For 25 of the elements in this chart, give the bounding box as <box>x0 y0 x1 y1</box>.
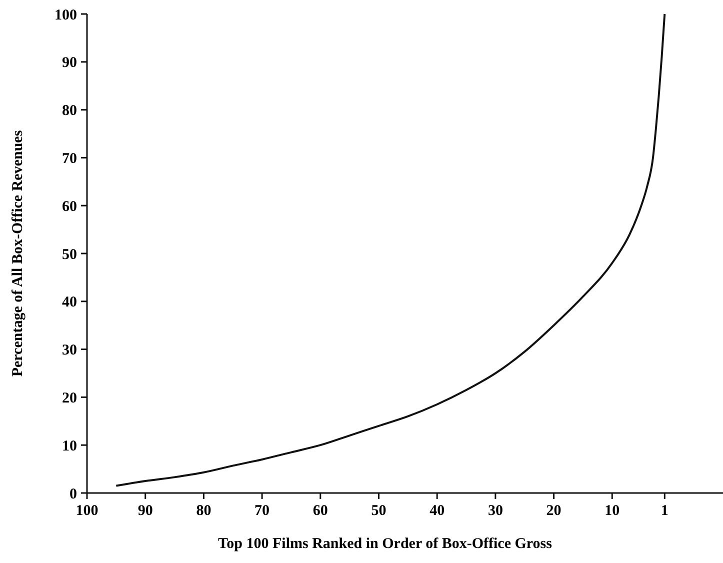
x-tick-label: 30 <box>488 503 503 519</box>
y-axis-title: Percentage of All Box-Office Revenues <box>10 130 26 377</box>
line-series <box>115 13 666 487</box>
y-tick-label: 90 <box>62 55 77 72</box>
y-tick-label: 80 <box>62 103 77 120</box>
y-tick-label: 40 <box>62 294 77 311</box>
y-tick-label: 0 <box>70 486 77 502</box>
x-tick-label: 10 <box>604 503 620 519</box>
x-tick-label: 40 <box>430 503 445 519</box>
y-tick-label: 100 <box>54 7 77 24</box>
y-tick-label: 60 <box>62 198 77 215</box>
x-axis-title: Top 100 Films Ranked in Order of Box-Office Gross <box>218 536 552 552</box>
y-tick-label: 30 <box>62 342 77 359</box>
y-tick-label: 20 <box>62 390 77 406</box>
x-tick-label: 100 <box>76 503 98 519</box>
x-tick-label: 90 <box>138 503 153 519</box>
x-tick-label: 50 <box>371 503 386 519</box>
x-tick-label: 20 <box>546 503 562 519</box>
y-tick-label: 50 <box>62 246 77 263</box>
y-tick-label: 70 <box>62 150 77 167</box>
x-tick-label: 70 <box>254 503 270 519</box>
x-tick-label: 60 <box>312 503 328 519</box>
y-tick-label: 10 <box>62 438 77 454</box>
x-tick-label: 1 <box>660 503 668 519</box>
x-tick-label: 80 <box>196 503 212 519</box>
